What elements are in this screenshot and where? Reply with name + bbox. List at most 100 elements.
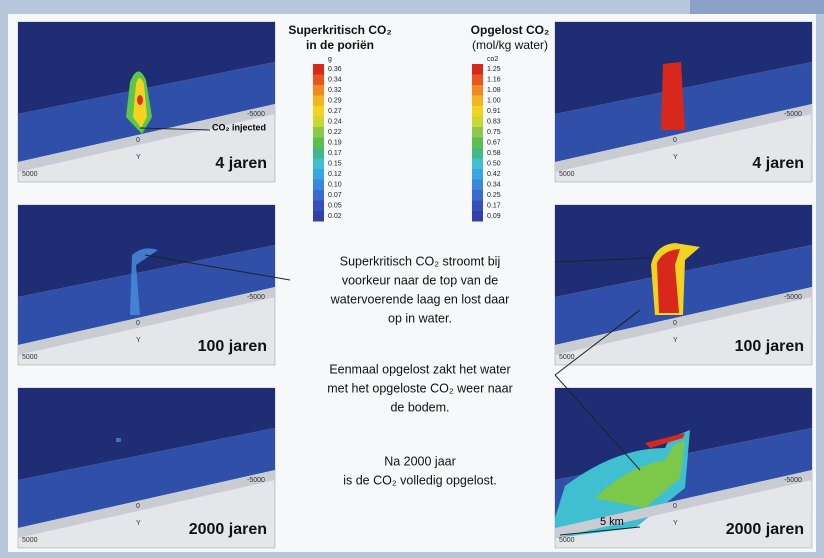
paragraph-line: Na 2000 jaar [384,454,456,468]
color-step [472,74,483,85]
legend-value: 0.10 [328,181,342,188]
paragraph-line: op in water. [388,311,452,325]
color-step [472,106,483,117]
legend-title: (mol/kg water) [472,38,548,52]
aquifer [18,428,275,528]
legend-title: Superkritisch CO₂ [288,23,391,37]
legend-value: 0.15 [328,160,342,167]
plume [130,248,158,315]
legend-value: 0.22 [328,129,342,136]
base [555,287,812,355]
axis: Y [136,154,141,161]
paragraph-line: Eenmaal opgelost zakt het water [329,362,510,376]
color-step [313,95,324,106]
axis: Y [673,337,678,344]
color-step [313,169,324,180]
paragraph-line: is de CO₂ volledig opgelost. [343,473,497,487]
base [555,104,812,172]
panel: -5000 5000 0 Y 100 jaren [17,204,276,366]
paragraph-line: met het opgeloste CO₂ weer naar [327,381,513,395]
x-left: 5000 [559,354,575,361]
color-step [472,200,483,211]
x-right: -5000 [247,477,265,484]
color-step [472,190,483,201]
x-right: -5000 [784,294,802,301]
x-mid: 0 [673,503,677,510]
panel: -5000 5000 0 Y 4 jaren [554,21,813,183]
color-step [472,127,483,138]
legend-value: 0.19 [328,139,342,146]
x-mid: 0 [673,320,677,327]
legend-value: 0.75 [487,129,501,136]
top-layer [18,388,275,480]
x-mid: 0 [136,320,140,327]
panel: -5000 5000 0 Y 100 jaren [554,204,813,366]
x-right: -5000 [784,477,802,484]
paragraph-line: de bodem. [390,400,449,414]
x-right: -5000 [784,111,802,118]
color-step [313,190,324,201]
time-label: 4 jaren [215,155,267,172]
color-step [313,179,324,190]
legend-unit: co2 [487,56,498,63]
legend-value: 0.34 [328,76,342,83]
plume-hot [645,433,685,448]
legend-value: 1.25 [487,66,501,73]
scale-label: 5 km [600,516,624,528]
color-step [472,137,483,148]
legend-value: 0.25 [487,192,501,199]
color-step [472,95,483,106]
legend-value: 0.09 [487,213,501,220]
paragraph-line: voorkeur naar de top van de [342,273,498,287]
x-left: 5000 [559,537,575,544]
x-mid: 0 [136,137,140,144]
arrow [554,374,641,471]
color-step [313,137,324,148]
aquifer [18,245,275,345]
color-step [472,158,483,169]
legend-value: 0.50 [487,160,501,167]
color-step [313,116,324,127]
legend-value: 0.34 [487,181,501,188]
color-step [472,64,483,75]
legend-value: 0.05 [328,202,342,209]
color-step [313,106,324,117]
base [18,470,275,538]
arrow [554,257,651,263]
time-label: 100 jaren [198,338,267,355]
legend-value: 1.16 [487,76,501,83]
legend-value: 0.02 [328,213,342,220]
legend-value: 0.42 [487,171,501,178]
arrow [554,309,641,376]
scale-bar [559,526,641,536]
arrows [139,127,651,471]
tab [690,0,824,14]
legend-value: 0.91 [487,108,501,115]
color-step [313,127,324,138]
x-mid: 0 [673,137,677,144]
color-step [472,116,483,127]
x-right: -5000 [247,294,265,301]
legend-value: 0.58 [487,150,501,157]
panel: -5000 5000 0 Y 4 jaren [17,21,276,183]
color-step [313,158,324,169]
legend-value: 0.32 [328,87,342,94]
panel: -5000 5000 0 Y 2000 jaren [554,387,813,549]
time-label: 2000 jaren [726,521,804,538]
paragraph-line: Superkritisch CO₂ stroomt bij [340,254,500,268]
color-step [472,148,483,159]
color-step [313,85,324,96]
axis: Y [673,520,678,527]
time-label: 2000 jaren [189,521,267,538]
x-left: 5000 [22,354,38,361]
legend-value: 0.27 [328,108,342,115]
time-label: 100 jaren [735,338,804,355]
plume [661,62,685,130]
x-mid: 0 [136,503,140,510]
top-layer [555,22,812,114]
arrow [144,254,291,281]
legend-value: 0.29 [328,97,342,104]
